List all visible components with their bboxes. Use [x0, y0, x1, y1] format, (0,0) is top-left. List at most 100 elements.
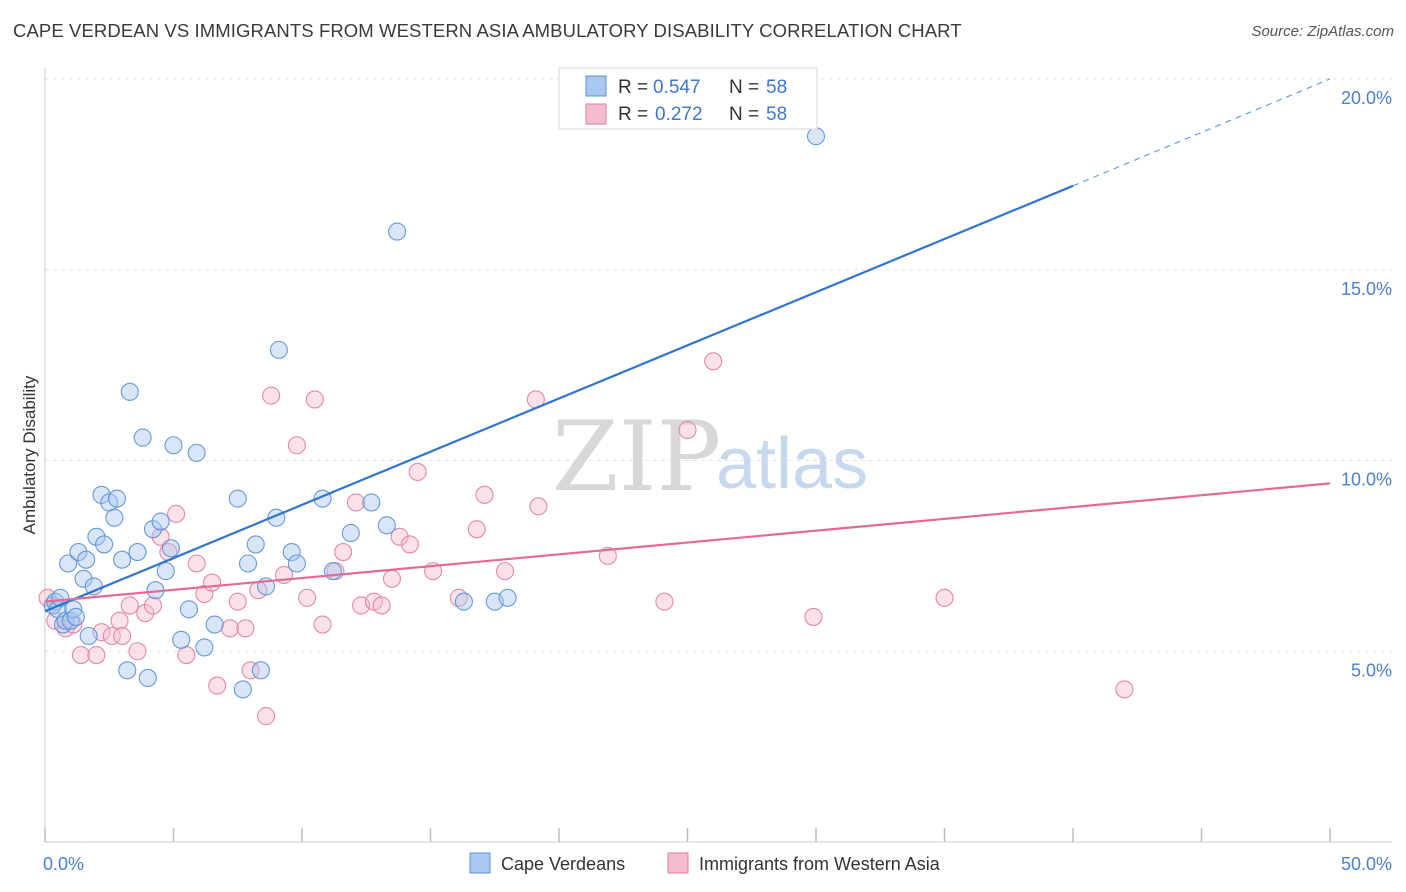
legend-n-label-pink: N =	[729, 104, 759, 125]
legend-r-value-blue: 0.547	[653, 77, 701, 98]
legend-r-label-blue: R =	[618, 77, 648, 98]
legend-n-label-blue: N =	[729, 77, 759, 98]
cape-verdean-point-15	[95, 535, 114, 554]
western-asia-point-50	[598, 546, 617, 565]
western-asia-point-34	[334, 543, 353, 562]
legend-r-value-pink: 0.272	[655, 104, 703, 125]
western-asia-point-56	[1115, 680, 1134, 699]
cape-verdean-point-5	[59, 554, 78, 573]
cape-verdean-point-51	[388, 222, 407, 241]
bottom-legend: Cape Verdeans Immigrants from Western As…	[469, 852, 941, 874]
cape-verdean-point-20	[118, 661, 137, 680]
western-asia-point-4	[71, 646, 91, 665]
source-label: Source: ZipAtlas.com	[1251, 23, 1394, 40]
western-asia-point-24	[241, 661, 260, 680]
bottom-legend-swatch-blue[interactable]	[469, 852, 491, 874]
legend-r-label-pink: R =	[618, 104, 648, 125]
y-tick-labels: 5.0% 10.0% 15.0% 20.0%	[1341, 88, 1392, 680]
cape-verdean-point-43	[269, 340, 288, 359]
western-asia-point-7	[102, 626, 121, 646]
cape-verdean-point-22	[128, 543, 147, 562]
western-asia-point-53	[704, 352, 723, 371]
cape-verdean-point-36	[228, 489, 247, 508]
cape-verdean-point-30	[164, 436, 183, 455]
western-asia-point-47	[495, 562, 515, 581]
bottom-legend-swatch-pink[interactable]	[667, 852, 689, 874]
western-asia-point-40	[390, 527, 409, 546]
cape-verdean-point-32	[179, 600, 198, 619]
legend-n-value-pink: 58	[766, 104, 787, 125]
cape-verdean-point-40	[251, 661, 270, 680]
y-axis-title: Ambulatory Disability	[20, 375, 39, 534]
cape-verdean-point-23	[133, 428, 152, 447]
cape-verdean-point-50	[377, 516, 396, 535]
cape-verdean-point-48	[341, 523, 360, 543]
cape-verdean-point-33	[187, 443, 206, 462]
chart-title: CAPE VERDEAN VS IMMIGRANTS FROM WESTERN …	[13, 20, 962, 41]
western-asia-point-17	[187, 554, 206, 573]
y-tick-label-5: 5.0%	[1351, 660, 1392, 680]
series-cape-verdeans	[43, 127, 826, 699]
western-asia-point-9	[120, 596, 139, 615]
cape-verdean-point-14	[92, 485, 111, 504]
western-asia-point-21	[220, 619, 240, 638]
cape-verdean-point-49	[362, 493, 381, 512]
cape-verdean-point-44	[282, 543, 301, 562]
cape-verdean-point-37	[233, 680, 252, 699]
cape-verdean-point-31	[172, 630, 191, 649]
western-asia-point-16	[177, 646, 196, 665]
cape-verdean-point-45	[287, 554, 306, 573]
western-asia-point-20	[208, 676, 227, 695]
western-asia-point-32	[313, 615, 332, 634]
bottom-legend-label-blue[interactable]: Cape Verdeans	[501, 854, 625, 874]
cape-verdean-trend-line	[44, 184, 1074, 613]
legend-swatch-blue	[585, 75, 607, 97]
western-asia-trend-line	[44, 482, 1331, 603]
cape-verdean-point-28	[156, 562, 175, 581]
watermark-atlas: atlas	[716, 424, 868, 504]
western-asia-point-22	[228, 592, 247, 611]
western-asia-point-15	[167, 504, 186, 523]
western-asia-point-5	[87, 646, 106, 665]
western-asia-point-29	[287, 436, 306, 455]
bottom-legend-label-pink[interactable]: Immigrants from Western Asia	[699, 854, 941, 874]
cape-verdean-point-57	[66, 607, 85, 626]
western-asia-point-49	[529, 497, 548, 516]
y-tick-label-10: 10.0%	[1341, 470, 1392, 490]
series-immigrants-western-asia	[38, 352, 1134, 726]
cape-verdean-point-19	[113, 550, 132, 569]
cape-verdean-point-29	[161, 539, 180, 558]
gridlines	[45, 78, 1392, 652]
cape-verdean-point-13	[87, 527, 106, 546]
western-asia-point-19	[203, 573, 222, 592]
watermark: ZIP atlas	[552, 401, 868, 513]
watermark-zip: ZIP	[552, 401, 721, 513]
western-asia-point-11	[136, 604, 155, 623]
western-asia-point-27	[262, 386, 281, 405]
western-asia-point-57	[113, 626, 132, 646]
cape-verdean-trend-extension	[1072, 78, 1331, 187]
cape-verdean-point-54	[498, 588, 517, 607]
legend-swatch-pink	[585, 103, 607, 125]
western-asia-point-10	[128, 642, 147, 661]
cape-verdean-point-18	[107, 489, 127, 508]
cape-verdean-point-25	[143, 520, 162, 539]
x-tick-label-min: 0.0%	[43, 854, 84, 874]
axes	[44, 68, 1392, 843]
western-asia-point-39	[382, 569, 402, 588]
western-asia-point-51	[655, 592, 674, 611]
cape-verdean-point-55	[806, 127, 826, 146]
cape-verdean-point-8	[69, 543, 88, 562]
western-asia-point-45	[467, 520, 486, 539]
cape-verdean-point-21	[120, 382, 139, 401]
western-asia-point-46	[475, 485, 494, 504]
x-tick-labels: 0.0% 50.0%	[43, 854, 1392, 874]
western-asia-point-54	[804, 607, 823, 626]
cape-verdean-point-34	[195, 638, 214, 657]
western-asia-point-55	[935, 588, 954, 607]
cape-verdean-point-11	[79, 626, 98, 646]
western-asia-point-42	[408, 462, 427, 481]
trend-lines	[44, 78, 1331, 613]
western-asia-point-13	[151, 527, 170, 546]
